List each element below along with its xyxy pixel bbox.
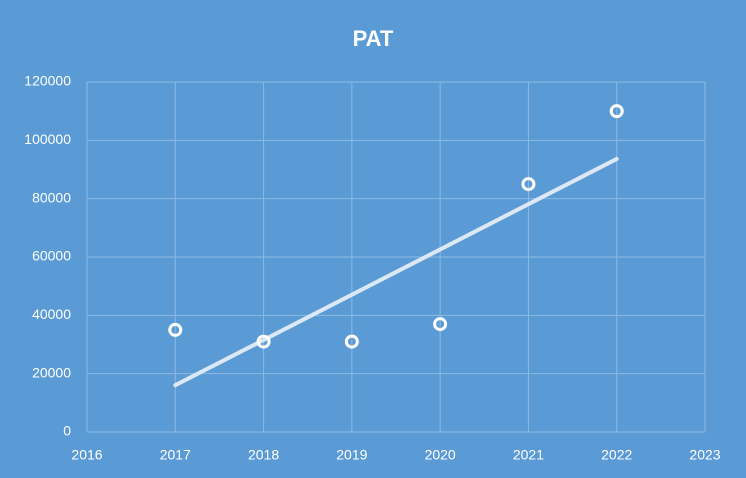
x-tick-label: 2020: [425, 447, 456, 463]
x-tick-label: 2016: [71, 447, 102, 463]
y-tick-label: 120000: [24, 73, 71, 89]
y-tick-label: 80000: [32, 189, 71, 205]
point: [344, 334, 359, 349]
point: [521, 177, 536, 192]
x-tick-label: 2023: [689, 447, 720, 463]
y-tick-label: 100000: [24, 131, 71, 147]
y-tick-label: 40000: [32, 306, 71, 322]
y-tick-label: 20000: [32, 364, 71, 380]
x-tick-label: 2022: [601, 447, 632, 463]
point: [609, 104, 624, 119]
trendline: [173, 156, 619, 388]
y-tick-label: 0: [63, 423, 71, 439]
x-tick-label: 2018: [248, 447, 279, 463]
y-tick-label: 60000: [32, 248, 71, 264]
point: [256, 334, 271, 349]
x-tick-label: 2021: [513, 447, 544, 463]
point: [433, 317, 448, 332]
x-tick-label: 2019: [336, 447, 367, 463]
point: [168, 322, 183, 337]
chart-title: PAT: [353, 26, 394, 51]
x-tick-label: 2017: [160, 447, 191, 463]
